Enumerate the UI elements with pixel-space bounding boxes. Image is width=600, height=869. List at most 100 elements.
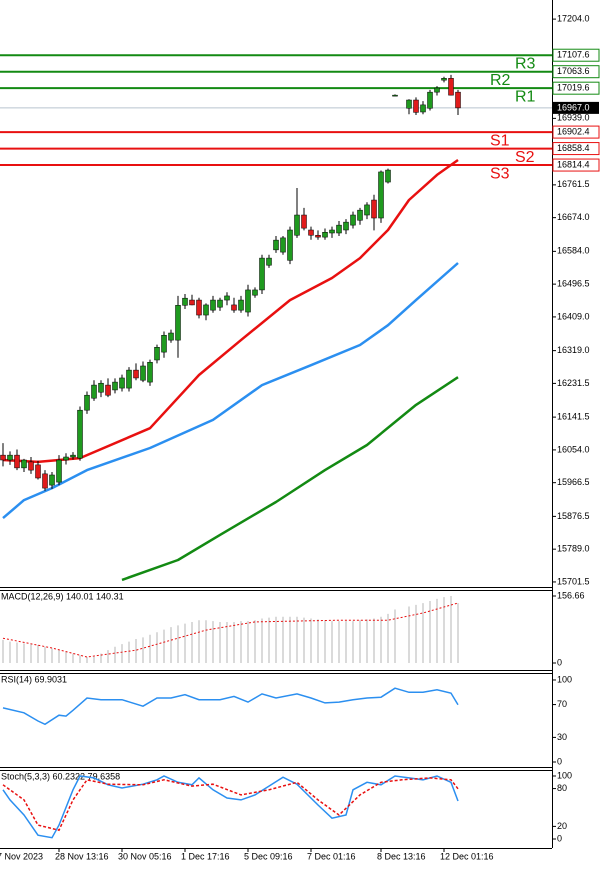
y-tick-label: 15701.5 bbox=[557, 576, 590, 586]
candle-body bbox=[287, 229, 293, 261]
candle-body bbox=[280, 237, 286, 253]
level-price-label: 17063.6 bbox=[557, 66, 590, 76]
candle-body bbox=[385, 169, 391, 183]
candle-body bbox=[161, 335, 167, 353]
x-tick-label: 8 Dec 13:16 bbox=[377, 851, 426, 861]
level-price-box bbox=[552, 125, 600, 139]
y-tick-label: 16231.5 bbox=[557, 378, 590, 388]
y-tick-label: 16319.0 bbox=[557, 345, 590, 355]
y-tick-label: 16761.5 bbox=[557, 179, 590, 189]
candle-body bbox=[441, 78, 447, 81]
level-name: R1 bbox=[515, 88, 536, 105]
candle-body bbox=[154, 347, 160, 361]
level-price-label: 16902.4 bbox=[557, 126, 590, 136]
y-tick-label: 20 bbox=[557, 821, 567, 831]
candle-body bbox=[329, 229, 335, 234]
x-tick-label: 12 Dec 01:16 bbox=[440, 851, 494, 861]
candle-body bbox=[21, 459, 27, 469]
candle-body bbox=[266, 257, 272, 266]
y-tick-label: 156.66 bbox=[557, 590, 585, 600]
candle-body bbox=[392, 94, 398, 97]
y-tick-label: 80 bbox=[557, 783, 567, 793]
candle-body bbox=[294, 214, 300, 236]
level-name: S1 bbox=[490, 132, 510, 149]
y-tick-label: 15789.0 bbox=[557, 544, 590, 554]
candle-body bbox=[140, 365, 146, 381]
candle-body bbox=[56, 459, 62, 483]
y-tick-label: 16496.5 bbox=[557, 279, 590, 289]
y-tick-label: 100 bbox=[557, 770, 572, 780]
indicator-line bbox=[2, 687, 459, 726]
candle-body bbox=[147, 361, 153, 383]
candle-body bbox=[434, 87, 440, 93]
candle-body bbox=[28, 461, 34, 471]
candle-body bbox=[133, 369, 139, 379]
candle-body bbox=[336, 224, 342, 234]
candle-body bbox=[343, 221, 349, 231]
y-tick-label: 16584.0 bbox=[557, 246, 590, 256]
candle-body bbox=[203, 304, 209, 316]
x-tick-label: 5 Dec 09:16 bbox=[244, 851, 293, 861]
candle-body bbox=[119, 377, 125, 389]
candle-body bbox=[420, 104, 426, 113]
level-price-box bbox=[552, 158, 600, 172]
level-price-box bbox=[552, 81, 600, 95]
indicator-line bbox=[2, 777, 459, 832]
level-price-box bbox=[552, 65, 600, 79]
candle-body bbox=[7, 454, 13, 461]
candle-body bbox=[224, 295, 230, 301]
candle-body bbox=[231, 304, 237, 311]
candle-body bbox=[364, 204, 370, 216]
level-name: R2 bbox=[490, 72, 511, 89]
candle-body bbox=[427, 91, 433, 109]
candle-body bbox=[455, 91, 461, 109]
candle-body bbox=[273, 239, 279, 251]
y-tick-label: 0 bbox=[557, 756, 562, 766]
candle-body bbox=[84, 394, 90, 411]
level-name: S2 bbox=[515, 149, 535, 166]
signal-line bbox=[2, 602, 459, 658]
candle-body bbox=[182, 297, 188, 306]
candle-body bbox=[217, 299, 223, 308]
y-tick-label: 16054.0 bbox=[557, 444, 590, 454]
y-tick-label: 17204.0 bbox=[557, 13, 590, 23]
x-tick-label: 1 Dec 17:16 bbox=[181, 851, 230, 861]
level-name: R3 bbox=[515, 55, 536, 72]
last-price-box bbox=[553, 101, 599, 114]
candle-body bbox=[14, 454, 20, 469]
candle-body bbox=[322, 232, 328, 238]
y-tick-label: 16674.0 bbox=[557, 212, 590, 222]
candle-body bbox=[42, 473, 48, 489]
candle-body bbox=[126, 369, 132, 389]
moving-average bbox=[2, 262, 459, 520]
candle-body bbox=[378, 171, 384, 219]
candle-body bbox=[448, 78, 454, 96]
candle-body bbox=[406, 99, 412, 109]
y-tick-label: 70 bbox=[557, 699, 567, 709]
candle-body bbox=[112, 381, 118, 391]
candle-body bbox=[259, 257, 265, 291]
candle-body bbox=[238, 299, 244, 311]
y-tick-label: 16939.0 bbox=[557, 113, 590, 123]
last-price-label: 16967.0 bbox=[557, 102, 590, 112]
candle-body bbox=[91, 384, 97, 399]
candle-body bbox=[413, 99, 419, 113]
candle-body bbox=[175, 305, 181, 341]
candle-body bbox=[245, 289, 251, 313]
candle-body bbox=[308, 229, 314, 236]
indicator-line bbox=[2, 775, 459, 839]
y-tick-label: 0 bbox=[557, 657, 562, 667]
candle-body bbox=[371, 199, 377, 219]
panel-title: MACD(12,26,9) 140.01 140.31 bbox=[1, 591, 124, 601]
candle-body bbox=[357, 209, 363, 221]
level-price-box bbox=[552, 142, 600, 156]
candle-body bbox=[315, 234, 321, 238]
y-tick-label: 100 bbox=[557, 674, 572, 684]
y-tick-label: 30 bbox=[557, 732, 567, 742]
candle-body bbox=[70, 454, 76, 458]
y-tick-label: 16409.0 bbox=[557, 311, 590, 321]
y-tick-label: 0 bbox=[557, 833, 562, 843]
candle-body bbox=[0, 454, 6, 461]
moving-average bbox=[121, 376, 459, 582]
